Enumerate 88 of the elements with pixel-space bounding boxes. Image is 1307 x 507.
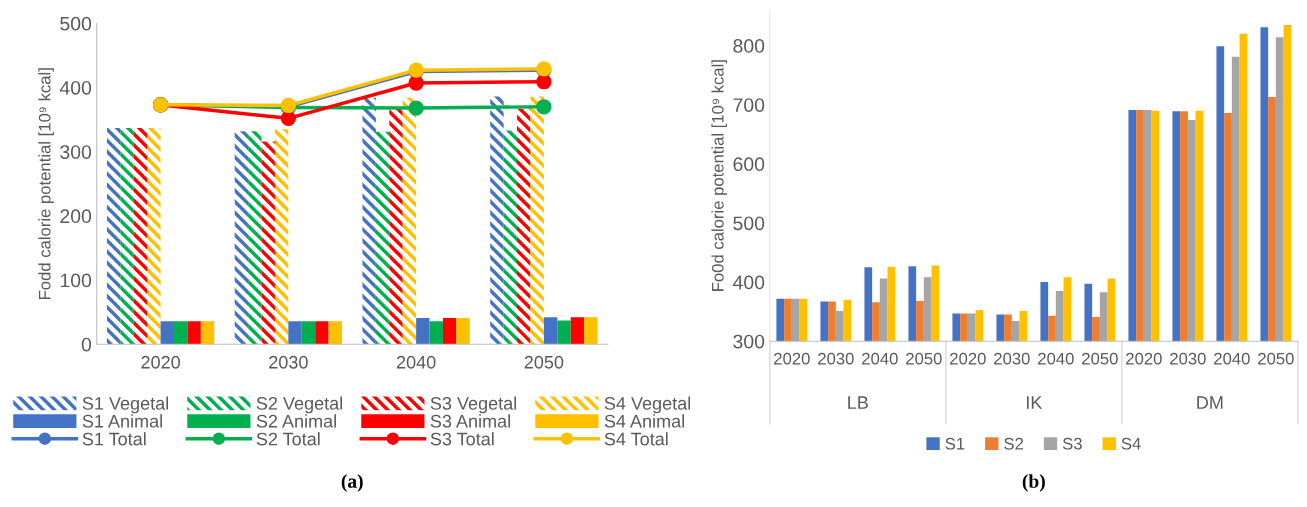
x-tick-label: 2050 bbox=[524, 355, 564, 369]
legend-label: S3 Total bbox=[430, 432, 494, 446]
y-axis-title: Fo0d calorie potential [10⁹ kcal] bbox=[711, 60, 727, 291]
legend-label: S3 Animal bbox=[430, 414, 510, 428]
bar bbox=[274, 129, 289, 345]
x-tick-label: 2030 bbox=[269, 355, 308, 369]
bar bbox=[402, 97, 417, 345]
bar bbox=[301, 321, 316, 345]
bar bbox=[174, 321, 188, 345]
bar bbox=[160, 321, 175, 345]
bar bbox=[429, 321, 443, 345]
legend-label: S3 Vegetal bbox=[430, 396, 517, 414]
bar bbox=[133, 127, 148, 345]
x-tick-label: 2050 bbox=[906, 352, 942, 365]
bar bbox=[187, 321, 201, 345]
bar bbox=[517, 108, 531, 345]
legend-label: S1 Total bbox=[82, 432, 146, 446]
bar bbox=[288, 321, 302, 345]
bar bbox=[490, 96, 504, 345]
bar bbox=[584, 317, 598, 345]
bar bbox=[106, 127, 121, 345]
y-tick-label: 500 bbox=[60, 16, 92, 31]
y-tick-label: 300 bbox=[733, 334, 765, 349]
legend-label: S4 bbox=[1121, 437, 1141, 450]
bar bbox=[375, 131, 390, 345]
bar bbox=[389, 108, 403, 345]
legend-label: S2 Vegetal bbox=[256, 396, 343, 414]
x-tick-label: 2020 bbox=[141, 355, 180, 369]
bar bbox=[234, 131, 249, 345]
bar bbox=[456, 317, 470, 345]
point bbox=[280, 110, 296, 126]
legend-label: S3 bbox=[1062, 437, 1082, 450]
bar bbox=[120, 127, 134, 345]
x-tick-label: 2020 bbox=[950, 352, 986, 365]
text: DM bbox=[1197, 396, 1223, 409]
text: (a) bbox=[341, 474, 363, 492]
text: IK bbox=[1026, 396, 1043, 409]
y-tick-label: 300 bbox=[60, 145, 92, 159]
point bbox=[536, 99, 552, 115]
x-tick-label: 2050 bbox=[1258, 352, 1294, 365]
x-tick-label: 2020 bbox=[774, 352, 810, 365]
y-tick-label: 200 bbox=[60, 209, 92, 224]
y-tick-label: 0 bbox=[81, 337, 92, 352]
y-tick-label: 100 bbox=[60, 273, 92, 288]
y-tick-label: 500 bbox=[733, 216, 765, 231]
bar bbox=[416, 317, 430, 345]
bar bbox=[147, 127, 161, 345]
bar bbox=[570, 317, 585, 345]
x-tick-label: 2030 bbox=[994, 352, 1030, 365]
bar bbox=[503, 130, 518, 345]
legend-label: S1 Animal bbox=[82, 414, 162, 428]
text: (b) bbox=[1022, 474, 1045, 492]
bar bbox=[543, 317, 558, 345]
y-tick-label: 400 bbox=[59, 80, 92, 95]
point bbox=[408, 75, 424, 91]
point bbox=[536, 74, 552, 90]
legend-label: S2 Total bbox=[256, 432, 320, 446]
legend-label: S4 Animal bbox=[604, 414, 684, 428]
bar bbox=[248, 131, 262, 345]
legend-label: S4 Vegetal bbox=[604, 396, 691, 414]
y-axis-title: Fodd calorie potential [10⁹ kcal] bbox=[38, 68, 54, 300]
x-tick-label: 2050 bbox=[1082, 352, 1118, 365]
bar bbox=[442, 317, 457, 345]
legend-label: S4 Total bbox=[604, 432, 668, 446]
y-tick-label: 800 bbox=[733, 39, 765, 53]
bar bbox=[261, 141, 275, 345]
legend-label: S2 Animal bbox=[256, 414, 336, 428]
bar bbox=[557, 320, 571, 345]
y-tick-label: 700 bbox=[733, 98, 765, 112]
legend-label: S2 bbox=[1004, 437, 1023, 450]
text: LB bbox=[848, 396, 868, 409]
x-tick-label: 2020 bbox=[1126, 352, 1162, 365]
x-tick-label: 2040 bbox=[1214, 352, 1250, 365]
x-tick-label: 2030 bbox=[1170, 352, 1206, 365]
x-tick-label: 2030 bbox=[818, 352, 854, 365]
x-tick-label: 2040 bbox=[396, 355, 436, 369]
x-tick-label: 2040 bbox=[862, 352, 898, 365]
y-tick-label: 400 bbox=[732, 275, 765, 290]
bar bbox=[530, 96, 544, 345]
x-tick-label: 2040 bbox=[1038, 352, 1074, 365]
bar bbox=[362, 97, 376, 345]
legend-label: S1 bbox=[945, 437, 965, 450]
y-tick-label: 600 bbox=[733, 157, 765, 172]
bar bbox=[328, 321, 343, 345]
legend-label: S1 Vegetal bbox=[82, 396, 168, 414]
point bbox=[408, 100, 424, 116]
bar bbox=[315, 321, 329, 345]
bar bbox=[200, 321, 215, 345]
